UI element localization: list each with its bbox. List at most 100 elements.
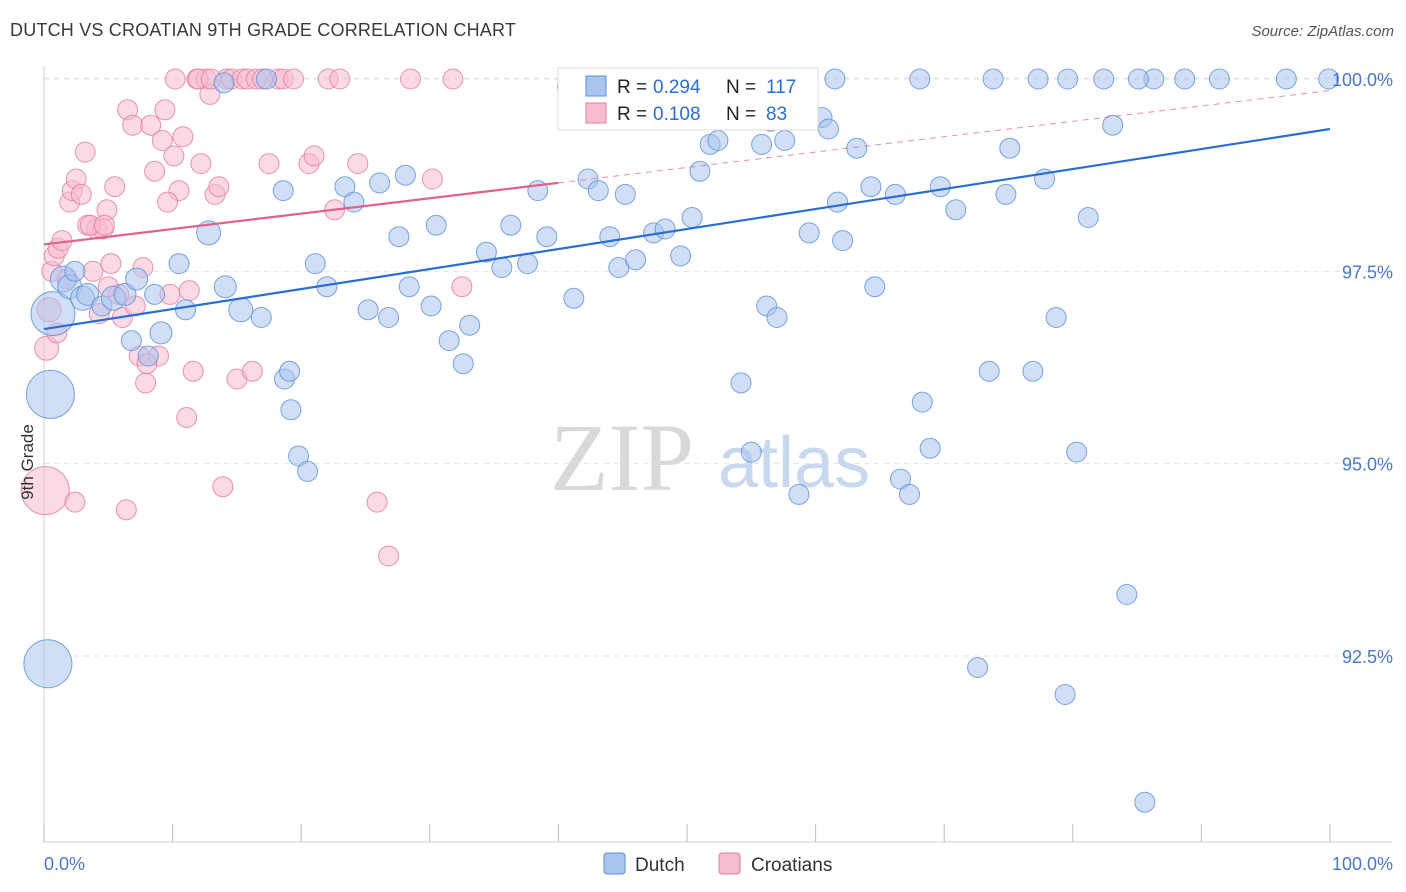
watermark-zip: ZIP	[550, 404, 694, 511]
croatian-point-14	[82, 260, 104, 282]
croatian-point-11	[70, 183, 92, 205]
dutch-point-105	[1318, 68, 1340, 90]
dutch-point-113	[1027, 68, 1049, 90]
dutch-point-96	[1077, 207, 1099, 228]
croatian-point-42	[190, 153, 212, 175]
dutch-point-107	[256, 68, 277, 90]
dutch-point-28	[304, 253, 326, 275]
dutch-point-48	[536, 226, 558, 248]
croatian-point-28	[135, 372, 157, 394]
croatian-point-70	[115, 499, 137, 521]
dutch-point-112	[982, 68, 1004, 90]
croatian-point-19	[100, 253, 122, 275]
croatian-point-65	[378, 545, 400, 567]
dutch-point-74	[818, 118, 839, 140]
dutch-point-16	[168, 253, 190, 275]
dutch-r-label: R =	[617, 77, 647, 98]
dutch-point-46	[517, 253, 538, 275]
dutch-point-91	[1022, 360, 1044, 382]
dutch-point-114	[1057, 68, 1079, 90]
dutch-point-103	[1208, 68, 1230, 90]
dutch-swatch	[585, 75, 607, 97]
dutch-point-87	[967, 657, 989, 678]
dutch-point-80	[884, 183, 906, 205]
dutch-point-35	[388, 226, 410, 248]
dutch-point-14	[144, 283, 166, 305]
croatian-point-82	[93, 214, 115, 236]
y-axis-title: 9th Grade	[18, 424, 37, 500]
croatian-point-69	[64, 491, 86, 513]
dutch-point-20	[228, 297, 254, 323]
dutch-point-44	[491, 257, 513, 278]
dutch-point-77	[846, 137, 868, 159]
croatian-point-38	[176, 407, 198, 428]
croatian-point-64	[366, 491, 388, 513]
dutch-point-55	[614, 183, 636, 205]
croatian-trend-line	[43, 181, 559, 246]
croatian-point-76	[157, 191, 178, 213]
dutch-point-7	[76, 282, 100, 306]
dutch-point-75	[827, 191, 848, 213]
trend-lines	[43, 90, 1331, 331]
dutch-point-66	[740, 441, 762, 463]
dutch-point-24	[279, 360, 301, 382]
dutch-point-72	[798, 222, 820, 244]
y-tick-label-2: 97.5%	[1342, 262, 1393, 282]
dutch-point-83	[911, 391, 933, 413]
dutch-trend-line	[43, 127, 1331, 331]
dutch-point-59	[670, 245, 692, 267]
dutch-point-88	[978, 360, 1000, 382]
legend-croatians-label: Croatians	[751, 855, 832, 876]
x-tick-label-min: 0.0%	[44, 854, 85, 874]
dutch-r-value: 0.294	[653, 77, 701, 98]
dutch-point-52	[587, 180, 609, 202]
legend-dutch-label: Dutch	[635, 855, 685, 876]
dutch-point-63	[707, 130, 729, 151]
croatian-point-0	[20, 466, 70, 516]
dutch-point-27	[297, 460, 319, 482]
dutch-point-61	[689, 160, 711, 182]
dutch-point-22	[272, 180, 294, 202]
croatian-r-value: 0.108	[653, 104, 701, 125]
dutch-point-38	[425, 214, 447, 236]
croatian-point-71	[451, 276, 473, 298]
croatian-point-77	[164, 68, 186, 90]
chart-title: DUTCH VS CROATIAN 9TH GRADE CORRELATION …	[10, 20, 517, 40]
dutch-point-13	[137, 345, 159, 367]
croatian-point-54	[258, 153, 280, 175]
dutch-point-71	[788, 483, 810, 505]
dutch-point-67	[751, 133, 773, 155]
croatian-point-35	[163, 145, 185, 167]
dutch-point-94	[1054, 684, 1076, 705]
dutch-point-37	[398, 276, 420, 298]
croatian-point-47	[212, 476, 234, 498]
dutch-n-label: N =	[726, 77, 756, 98]
dutch-point-95	[1066, 441, 1088, 463]
croatian-r-label: R =	[617, 104, 647, 125]
dutch-point-17	[175, 299, 196, 321]
dutch-point-110	[824, 68, 846, 90]
croatian-point-39	[178, 280, 200, 302]
dutch-point-60	[681, 207, 703, 228]
y-tick-label-0: 92.5%	[1342, 647, 1393, 667]
dutch-point-97	[1093, 68, 1115, 90]
dutch-point-106	[213, 72, 235, 94]
source-label: Source: ZipAtlas.com	[1251, 23, 1394, 40]
dutch-point-93	[1045, 307, 1067, 328]
dutch-point-5	[64, 260, 86, 282]
dutch-point-1	[25, 369, 75, 419]
dutch-point-90	[999, 137, 1021, 159]
dutch-point-78	[860, 176, 882, 198]
y-tick-label-3: 100.0%	[1332, 70, 1393, 90]
croatian-point-57	[283, 68, 304, 90]
croatian-point-24	[122, 114, 144, 136]
croatian-n-label: N =	[726, 104, 756, 125]
croatian-n-value: 83	[766, 104, 787, 125]
croatian-point-30	[144, 160, 166, 182]
croatian-point-63	[347, 153, 369, 175]
dutch-n-value: 117	[766, 77, 796, 98]
croatian-point-46	[208, 176, 230, 198]
dutch-point-42	[459, 314, 481, 336]
dutch-point-85	[929, 176, 951, 198]
dutch-point-0	[23, 639, 73, 689]
